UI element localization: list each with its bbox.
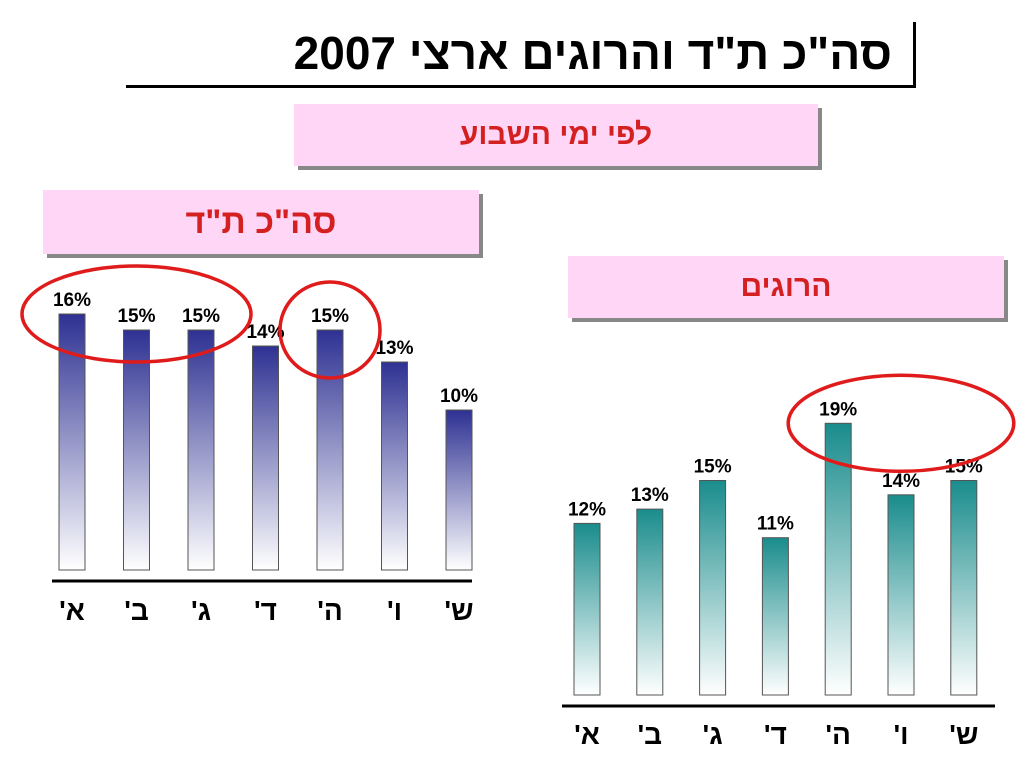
category-label: ד'	[764, 719, 787, 750]
category-label: ש'	[949, 719, 978, 750]
category-label: א'	[59, 595, 85, 626]
category-label: ג'	[703, 719, 723, 750]
left-bar-chart: 16% א' 15% ב' 15% ג' 14% ד' 15% ה' 13% ו' 10% ש'	[52, 290, 478, 626]
bar	[187, 329, 215, 571]
title-frame	[126, 22, 916, 88]
category-label: א'	[574, 719, 600, 750]
highlight-ring	[278, 280, 382, 380]
data-label: 14%	[246, 322, 284, 343]
highlight-rings	[20, 264, 1016, 474]
right-chart-title: הרוגים	[568, 256, 1004, 318]
right-bar-chart: 12%א'13%ב'15%ג'11%ד'19%ה'14%ו'15%ש'	[562, 399, 995, 750]
category-label: ב'	[124, 595, 149, 626]
data-label: 11%	[757, 514, 794, 535]
bar	[573, 522, 601, 696]
data-label: 15%	[694, 457, 732, 478]
category-label: ה'	[825, 719, 851, 750]
category-label: ג'	[191, 595, 211, 626]
highlight-ring	[20, 264, 253, 364]
bar	[445, 409, 473, 571]
data-label: 13%	[631, 485, 669, 506]
category-label: ו'	[893, 719, 908, 750]
bar	[123, 329, 150, 571]
bar	[636, 508, 664, 696]
page-title: סה"כ ת"ד והרוגים ארצי 2007	[293, 27, 892, 79]
data-label: 14%	[882, 471, 920, 492]
data-label: 12%	[568, 499, 606, 520]
data-label: 10%	[440, 386, 478, 407]
category-label: ה'	[317, 595, 343, 626]
category-label: ב'	[638, 719, 663, 750]
bar	[252, 345, 279, 571]
bar	[887, 494, 915, 696]
bar	[761, 537, 789, 696]
subtitle-banner: לפי ימי השבוע	[294, 104, 818, 166]
data-label: 15%	[182, 306, 220, 327]
category-label: ש'	[444, 595, 473, 626]
bar	[824, 422, 852, 696]
highlight-ring	[786, 373, 1016, 474]
category-label: ו'	[387, 595, 402, 626]
data-label: 15%	[117, 306, 155, 327]
data-label: 19%	[819, 399, 857, 420]
bar	[381, 361, 408, 571]
bar	[316, 329, 344, 571]
category-label: ד'	[254, 595, 277, 626]
bar	[699, 480, 727, 696]
data-label: 15%	[311, 306, 349, 327]
data-label: 16%	[53, 290, 91, 311]
bar	[950, 480, 978, 696]
data-label: 13%	[375, 338, 413, 359]
left-chart-title: סה"כ ת"ד	[43, 190, 479, 254]
